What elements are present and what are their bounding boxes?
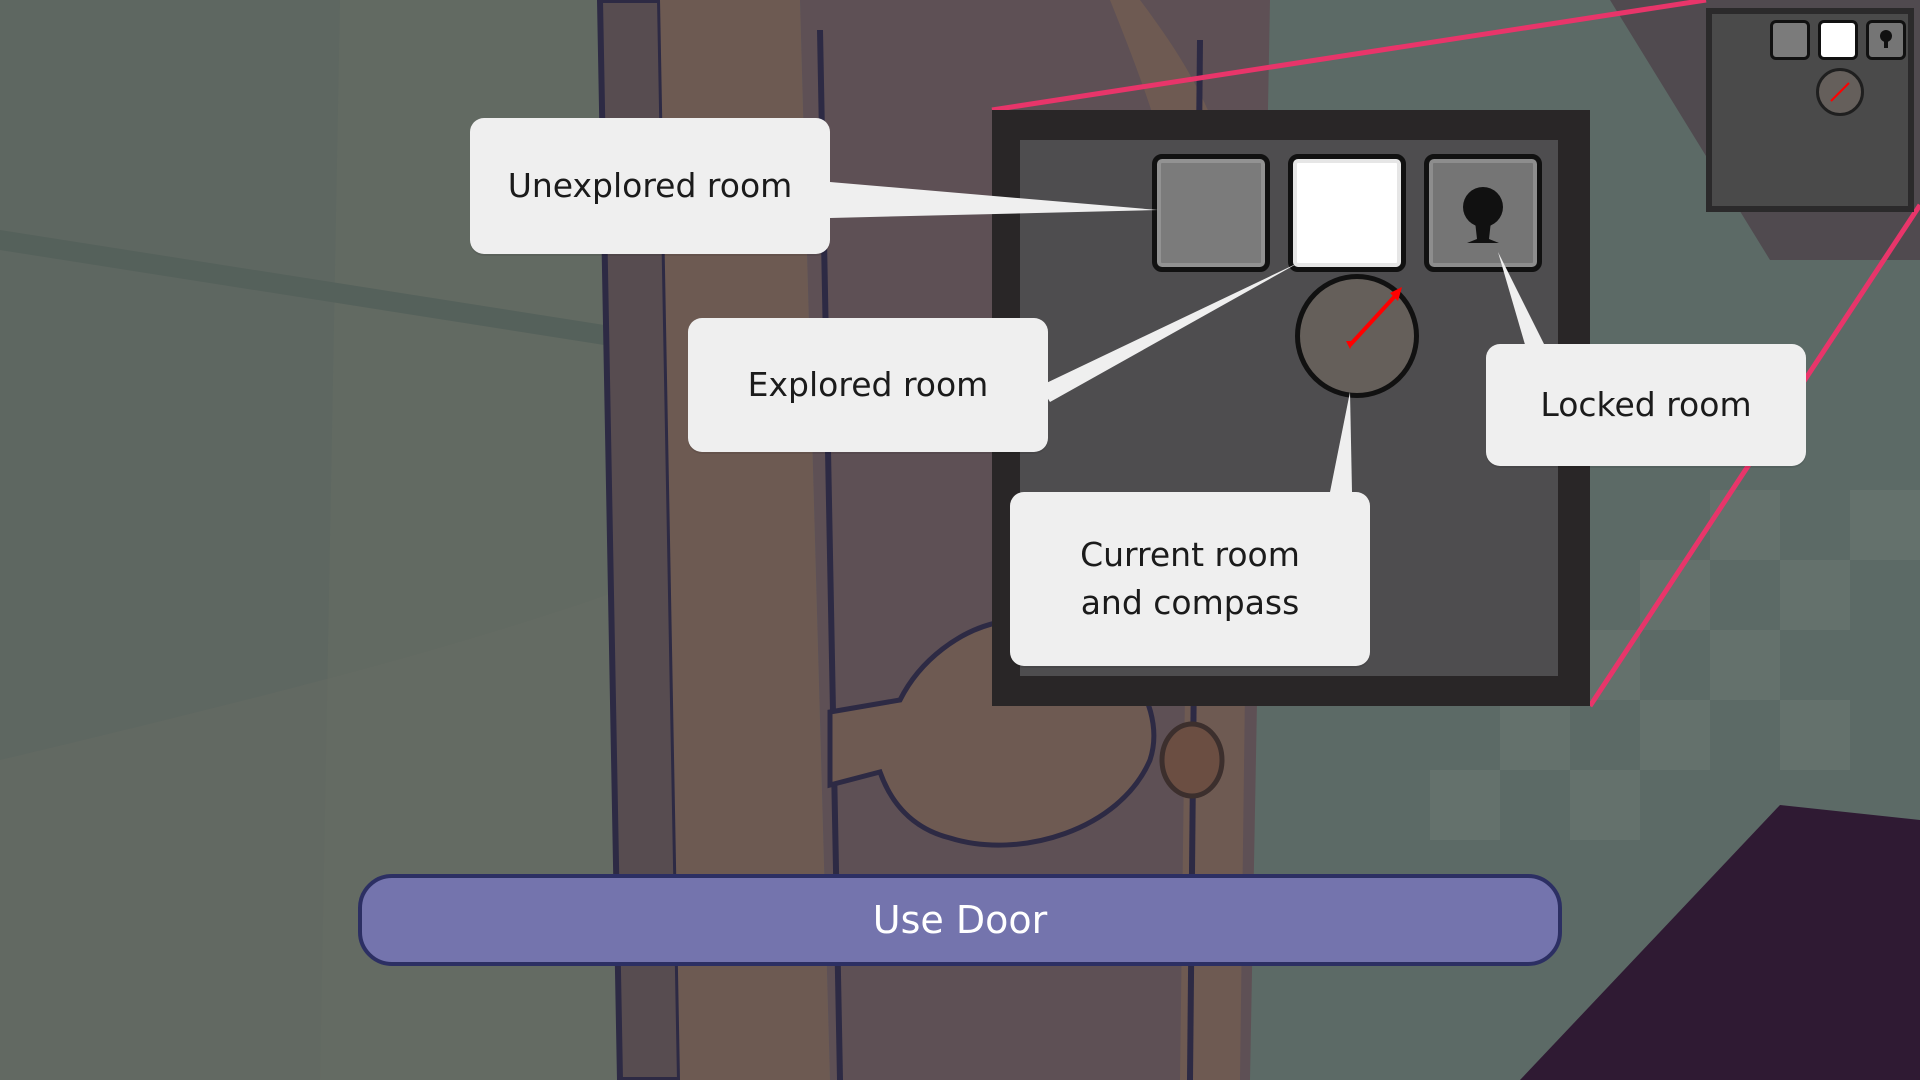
callout-explored-label: Explored room (747, 365, 989, 404)
use-door-button[interactable]: Use Door (358, 874, 1562, 966)
compass-needle-icon (1346, 287, 1402, 349)
compass-current-room (1295, 274, 1419, 398)
minimap-small[interactable] (1706, 8, 1914, 212)
room-locked-tile (1424, 154, 1542, 272)
callout-explored-room: Explored room (688, 318, 1048, 452)
room-explored-tile (1288, 154, 1406, 272)
compass-needle-icon (1830, 82, 1850, 102)
mini-room-unexplored (1770, 20, 1810, 60)
use-door-label: Use Door (872, 898, 1048, 942)
callout-locked-label: Locked room (1540, 385, 1752, 424)
mini-compass (1816, 68, 1864, 116)
callout-unexplored-label: Unexplored room (507, 166, 793, 205)
keyhole-icon (1463, 187, 1503, 243)
callout-locked-room: Locked room (1486, 344, 1806, 466)
callout-current-room-compass: Current room and compass (1010, 492, 1370, 666)
mini-room-locked (1866, 20, 1906, 60)
callout-unexplored-room: Unexplored room (470, 118, 830, 254)
keyhole-icon (1880, 30, 1892, 48)
room-unexplored-tile (1152, 154, 1270, 272)
callout-current-line1: Current room (1080, 535, 1300, 574)
mini-room-explored (1818, 20, 1858, 60)
callout-current-line2: and compass (1080, 583, 1300, 622)
